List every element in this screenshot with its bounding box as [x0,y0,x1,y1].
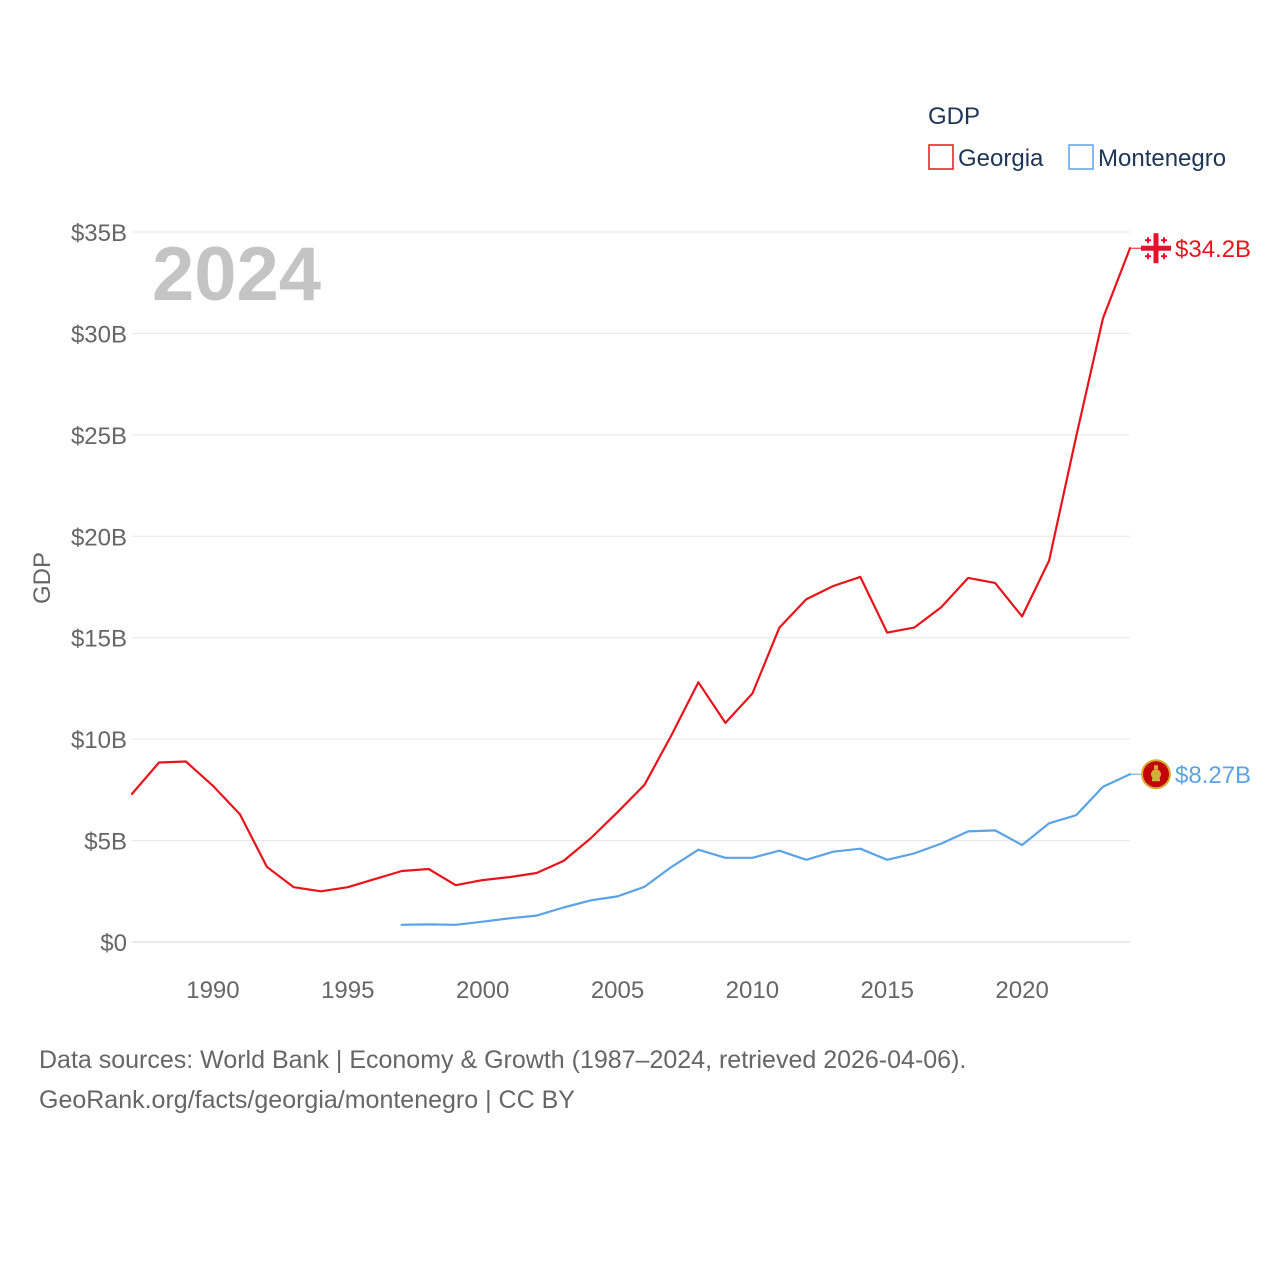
x-tick-label: 1995 [321,977,374,1004]
x-tick-label: 2015 [861,977,914,1004]
y-tick-label: $15B [71,626,127,653]
series-line-montenegro [400,773,1132,926]
y-tick-label: $30B [71,321,127,348]
end-value-label: $34.2B [1175,236,1251,263]
y-tick-label: $35B [71,220,127,247]
x-tick-label: 2020 [995,977,1048,1004]
x-tick-label: 2000 [456,977,509,1004]
footer: Data sources: World Bank | Economy & Gro… [39,1040,966,1120]
flag-emblem-crown [1154,765,1158,770]
end-value-label: $8.27B [1175,762,1251,789]
y-tick-label: $25B [71,423,127,450]
flag-small-cross [1147,253,1149,260]
y-tick-label: $0 [100,930,127,957]
flag-emblem-base [1152,778,1160,782]
flag-small-cross [1163,237,1165,244]
legend-title: GDP [928,103,980,130]
legend-swatch [1068,144,1094,170]
y-tick-label: $5B [84,829,127,856]
footer-sources: Data sources: World Bank | Economy & Gro… [39,1046,967,1074]
legend-item-georgia: Georgia [928,144,1044,172]
legend-swatch [928,144,954,170]
legend-label: Georgia [958,145,1044,172]
legend-label: Montenegro [1098,145,1226,172]
legend-item-montenegro: Montenegro [1068,144,1226,172]
flag-cross-vertical [1153,233,1159,264]
y-tick-label: $10B [71,727,127,754]
series-line-georgia [130,247,1132,893]
flag-emblem [1151,769,1161,780]
y-axis-label: GDP [29,552,56,604]
x-tick-label: 1990 [186,977,239,1004]
y-tick-label: $20B [71,524,127,551]
georgia-flag [1141,233,1171,264]
year-label: 2024 [152,232,321,317]
montenegro-flag [1141,759,1171,790]
gdp-line-chart: $0 $5B $10B $15B $20B $25B $30B $35B 1990 1995 200… [29,103,1251,1004]
footer-link[interactable]: GeoRank.org/facts/georgia/montenegro | C… [39,1086,575,1114]
flag-small-cross [1163,253,1165,260]
x-tick-label: 2010 [726,977,779,1004]
x-tick-label: 2005 [591,977,644,1004]
flag-small-cross [1147,237,1149,244]
